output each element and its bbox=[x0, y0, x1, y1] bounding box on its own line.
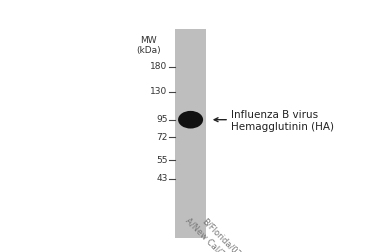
Text: 130: 130 bbox=[150, 87, 167, 97]
Ellipse shape bbox=[178, 111, 203, 129]
Text: 55: 55 bbox=[156, 155, 167, 165]
Text: MW
(kDa): MW (kDa) bbox=[136, 36, 161, 55]
Bar bbox=[175, 29, 206, 238]
Text: 72: 72 bbox=[156, 133, 167, 142]
Text: Hemagglutinin (HA): Hemagglutinin (HA) bbox=[231, 122, 334, 132]
Text: B/Florida/02/06: B/Florida/02/06 bbox=[200, 217, 252, 252]
Text: A/New Cal/20/99 (H1N1): A/New Cal/20/99 (H1N1) bbox=[183, 217, 261, 252]
Text: 180: 180 bbox=[150, 62, 167, 71]
Text: 43: 43 bbox=[156, 174, 167, 183]
Text: 95: 95 bbox=[156, 115, 167, 124]
Text: Influenza B virus: Influenza B virus bbox=[231, 110, 318, 120]
